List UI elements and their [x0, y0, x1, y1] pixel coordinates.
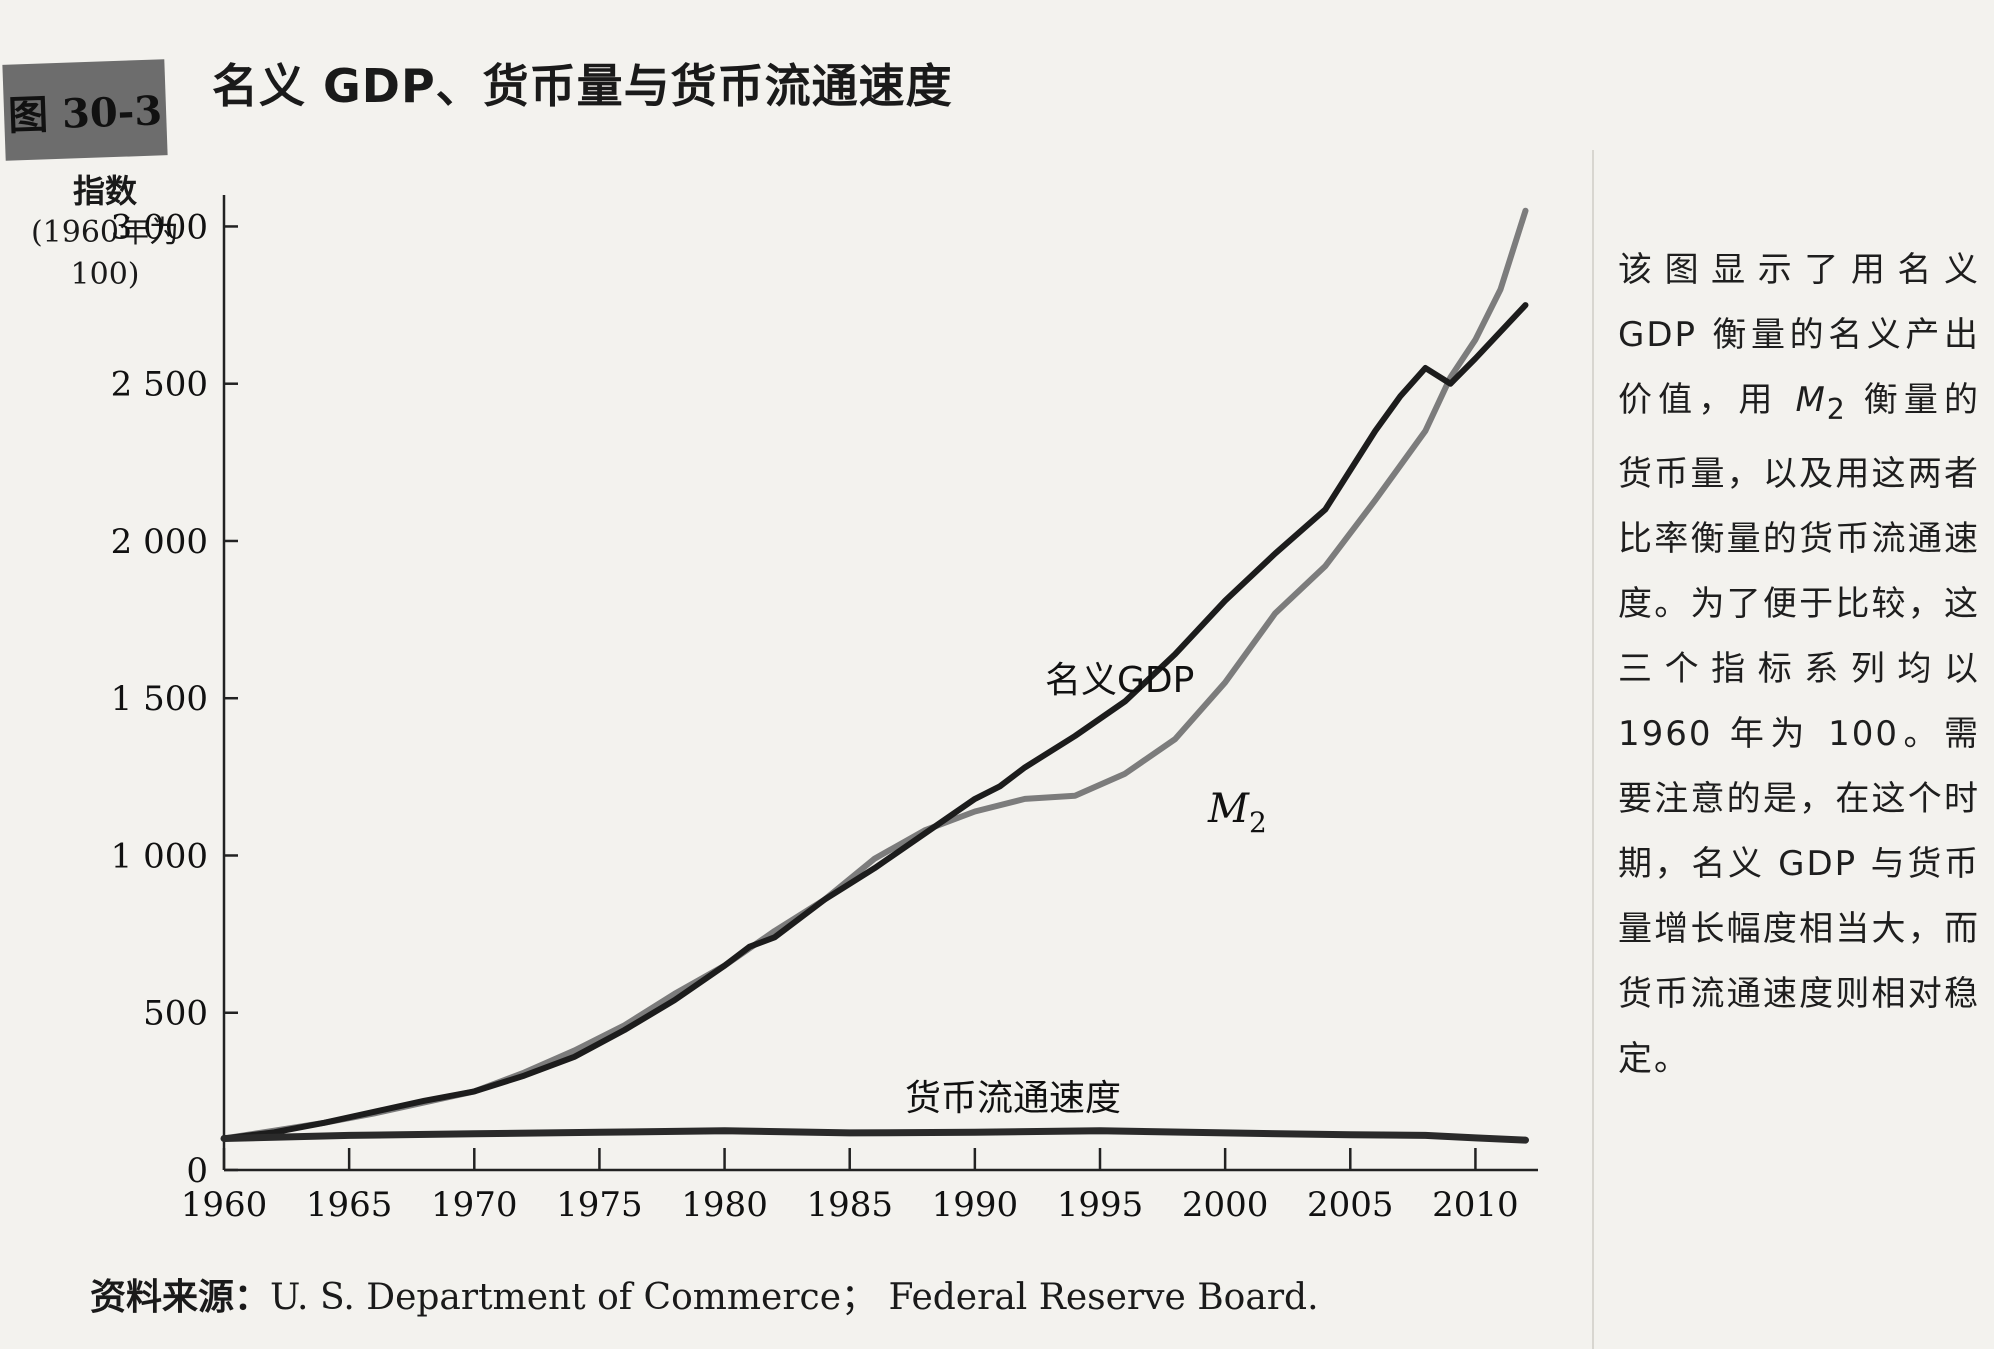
- series-line-velocity: [220, 1127, 1529, 1144]
- x-tick-label: 1990: [932, 1185, 1019, 1225]
- source-text: U. S. Department of Commerce； Federal Re…: [270, 1277, 1319, 1318]
- y-axis-title: 指数 (1960年为100): [0, 170, 210, 296]
- line-chart: 0 500 1 000 1 500 2 000 2 500 3 000 1960 1965 197…: [111, 195, 1538, 1225]
- note-text-part2: 衡量的货币量，以及用这两者比率衡量的货币流通速度。为了便于比较，这三个指标系列均…: [1618, 380, 1980, 1079]
- y-tick-label: 500: [143, 994, 208, 1034]
- y-tick-label: 1 500: [111, 679, 208, 719]
- y-tick-label: 1 000: [111, 836, 208, 876]
- x-tick-label: 1995: [1057, 1185, 1144, 1225]
- y-tick-label: 3 000: [111, 207, 208, 247]
- x-tick-label: 1970: [431, 1185, 518, 1225]
- series-label-m2: M2: [1207, 786, 1267, 839]
- chart-series: [220, 207, 1529, 1144]
- x-tick-label: 2005: [1307, 1185, 1394, 1225]
- x-tick-label: 1980: [681, 1185, 768, 1225]
- note-text-part1: 该图显示了用名义 GDP 衡量的名义产出价值，用: [1618, 250, 1980, 420]
- figure-title: 名义 GDP、货币量与货币流通速度: [212, 59, 953, 113]
- y-tick-label: 2 500: [111, 365, 208, 405]
- series-label-nominal-gdp: 名义GDP: [1045, 660, 1194, 701]
- x-tick-label: 1965: [306, 1185, 393, 1225]
- chart-axes: 0 500 1 000 1 500 2 000 2 500 3 000 1960 1965 197…: [111, 195, 1538, 1225]
- y-axis-title-line2: (1960年为100): [30, 215, 180, 292]
- x-tick-label: 1960: [181, 1185, 268, 1225]
- figure-caption-note: 该图显示了用名义 GDP 衡量的名义产出价值，用 M2 衡量的货币量，以及用这两…: [1618, 238, 1980, 1092]
- x-tick-label: 1975: [556, 1185, 643, 1225]
- series-label-m2-main: M: [1207, 786, 1250, 832]
- y-tick-label: 2 000: [111, 522, 208, 562]
- note-m-subscript: 2: [1826, 392, 1847, 426]
- source-line: 资料来源：U. S. Department of Commerce； Feder…: [90, 1268, 1319, 1320]
- y-axis-title-line1: 指数: [72, 172, 137, 210]
- x-tick-label: 2000: [1182, 1185, 1269, 1225]
- y-tick-label: 0: [186, 1151, 208, 1191]
- chart-series-labels: 名义GDP M2 货币流通速度: [905, 660, 1267, 1119]
- note-m-symbol: M: [1795, 380, 1827, 420]
- x-tick-label: 1985: [806, 1185, 893, 1225]
- margin-divider: [1592, 150, 1594, 1349]
- series-label-velocity: 货币流通速度: [905, 1078, 1121, 1119]
- series-line-nominal-gdp: [221, 302, 1529, 1142]
- x-tick-label: 2010: [1432, 1185, 1519, 1225]
- series-label-m2-sub: 2: [1249, 806, 1267, 839]
- source-label: 资料来源：: [90, 1277, 271, 1318]
- series-line-m2: [221, 207, 1529, 1142]
